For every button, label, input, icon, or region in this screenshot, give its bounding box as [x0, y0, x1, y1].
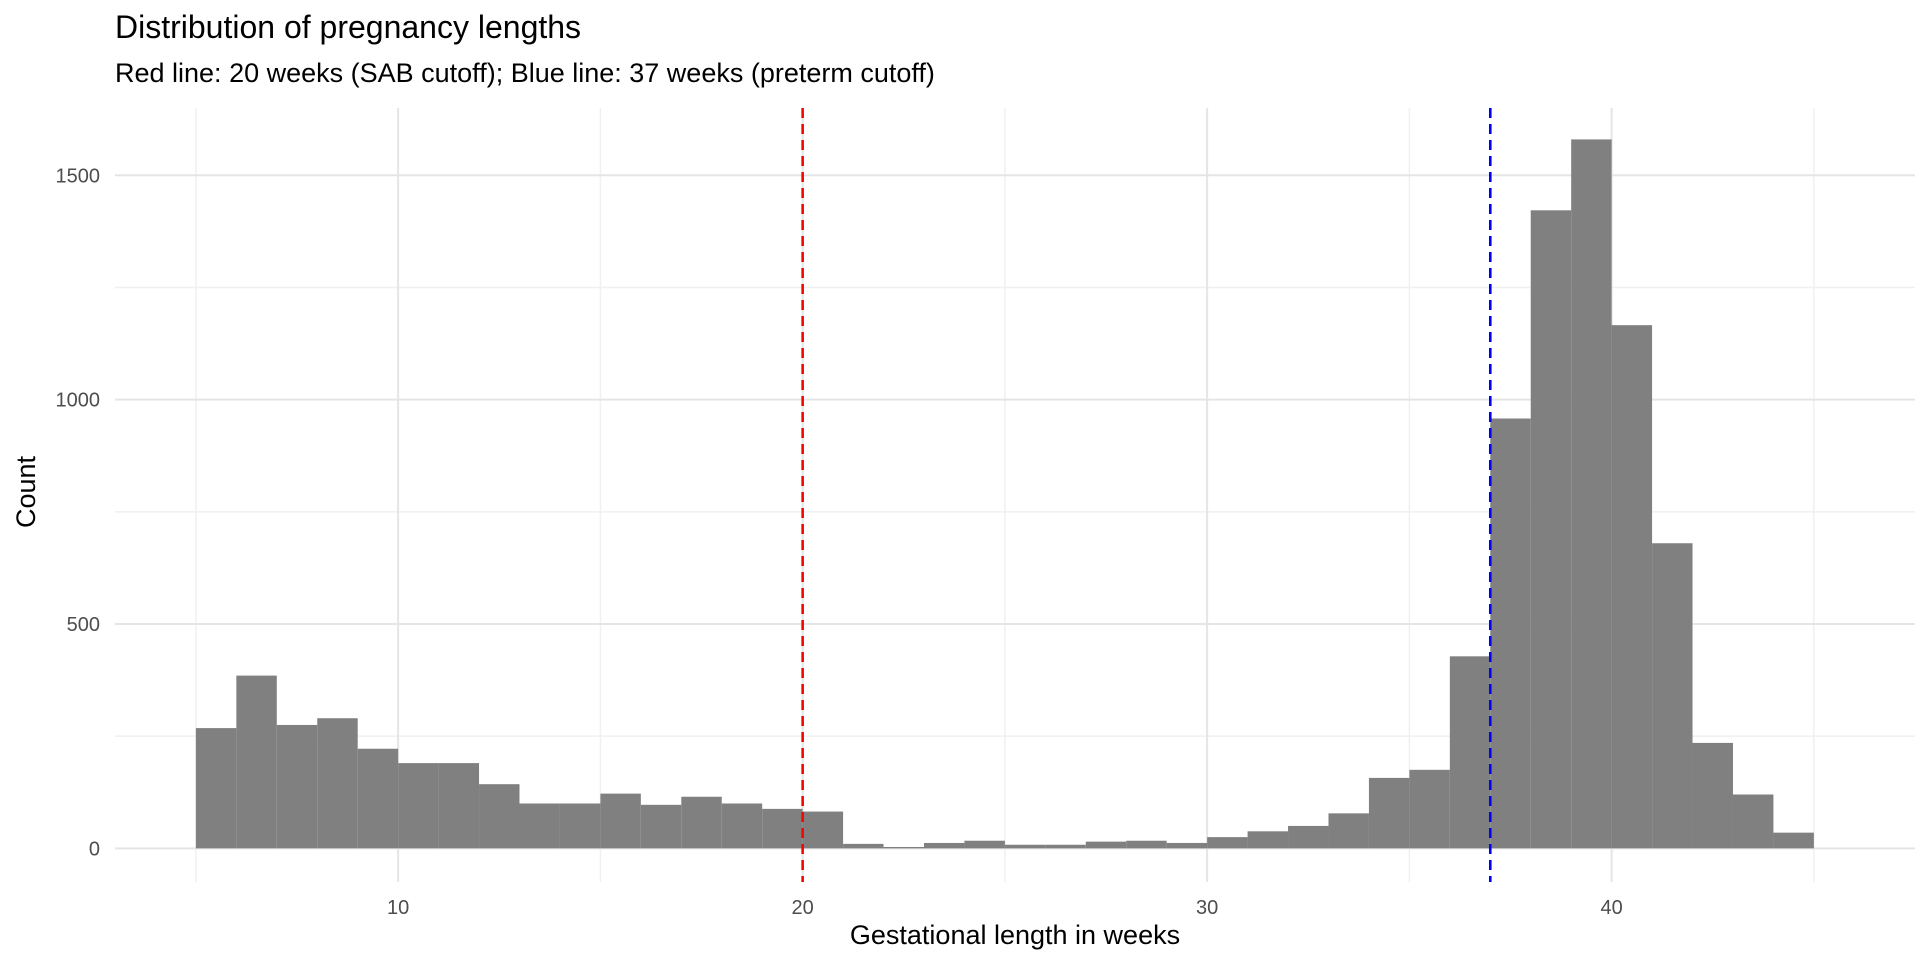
reference-lines: [801, 108, 1492, 882]
x-tick-label: 10: [387, 897, 409, 919]
histogram-bar: [1368, 777, 1410, 849]
histogram-bar: [600, 793, 641, 849]
y-tick-label: 0: [89, 838, 100, 860]
histogram-bar: [1004, 844, 1046, 849]
histogram-bar: [1045, 844, 1086, 849]
histogram-bar: [640, 804, 682, 849]
x-tick-label: 20: [792, 897, 814, 919]
histogram-bar: [762, 808, 803, 849]
histogram-bar: [1449, 656, 1491, 849]
histogram-bar: [1652, 543, 1693, 849]
histogram-bar: [398, 763, 439, 849]
tick-labels: 10 20 30 40 0 500 1000 1500: [56, 165, 1623, 919]
histogram-bar: [721, 803, 763, 849]
histogram-bar: [1328, 813, 1369, 849]
y-axis-label: Count: [11, 455, 41, 528]
histogram-bar: [1207, 837, 1248, 849]
histogram-bar: [438, 763, 480, 849]
x-axis-label: Gestational length in weeks: [850, 920, 1180, 950]
histogram-bar: [681, 796, 722, 849]
y-tick-label: 1000: [56, 390, 101, 412]
histogram-bar: [1490, 418, 1531, 849]
histogram-bar: [1126, 840, 1167, 849]
x-tick-label: 30: [1196, 897, 1218, 919]
histogram-bar: [1288, 825, 1329, 849]
histogram-bar: [1409, 769, 1450, 849]
histogram-bars: [195, 139, 1814, 849]
histogram-bar: [1571, 139, 1612, 849]
histogram-bar: [559, 803, 601, 849]
histogram-bar: [1530, 210, 1572, 849]
histogram-bar: [236, 675, 277, 849]
chart-title: Distribution of pregnancy lengths: [115, 9, 581, 45]
histogram-bar: [276, 724, 318, 849]
y-tick-label: 1500: [56, 165, 101, 187]
histogram-bar: [195, 728, 237, 849]
histogram-bar: [843, 843, 884, 849]
histogram-bar: [317, 718, 358, 849]
histogram-bar: [519, 803, 560, 849]
histogram-bar: [357, 748, 399, 849]
x-tick-label: 40: [1601, 897, 1623, 919]
chart-subtitle: Red line: 20 weeks (SAB cutoff); Blue li…: [115, 58, 935, 88]
histogram-bar: [1773, 832, 1814, 849]
histogram-bar: [479, 784, 520, 849]
histogram-bar: [1085, 841, 1127, 849]
y-tick-label: 500: [67, 614, 100, 636]
histogram-bar: [1732, 794, 1774, 849]
histogram-bar: [1611, 325, 1653, 849]
histogram-bar: [1166, 842, 1208, 849]
histogram-bar: [802, 811, 844, 849]
histogram-bar: [1692, 742, 1733, 849]
histogram-bar: [883, 847, 924, 849]
histogram-bar: [964, 840, 1005, 849]
histogram-bar: [1247, 831, 1289, 849]
histogram-bar: [923, 842, 965, 849]
